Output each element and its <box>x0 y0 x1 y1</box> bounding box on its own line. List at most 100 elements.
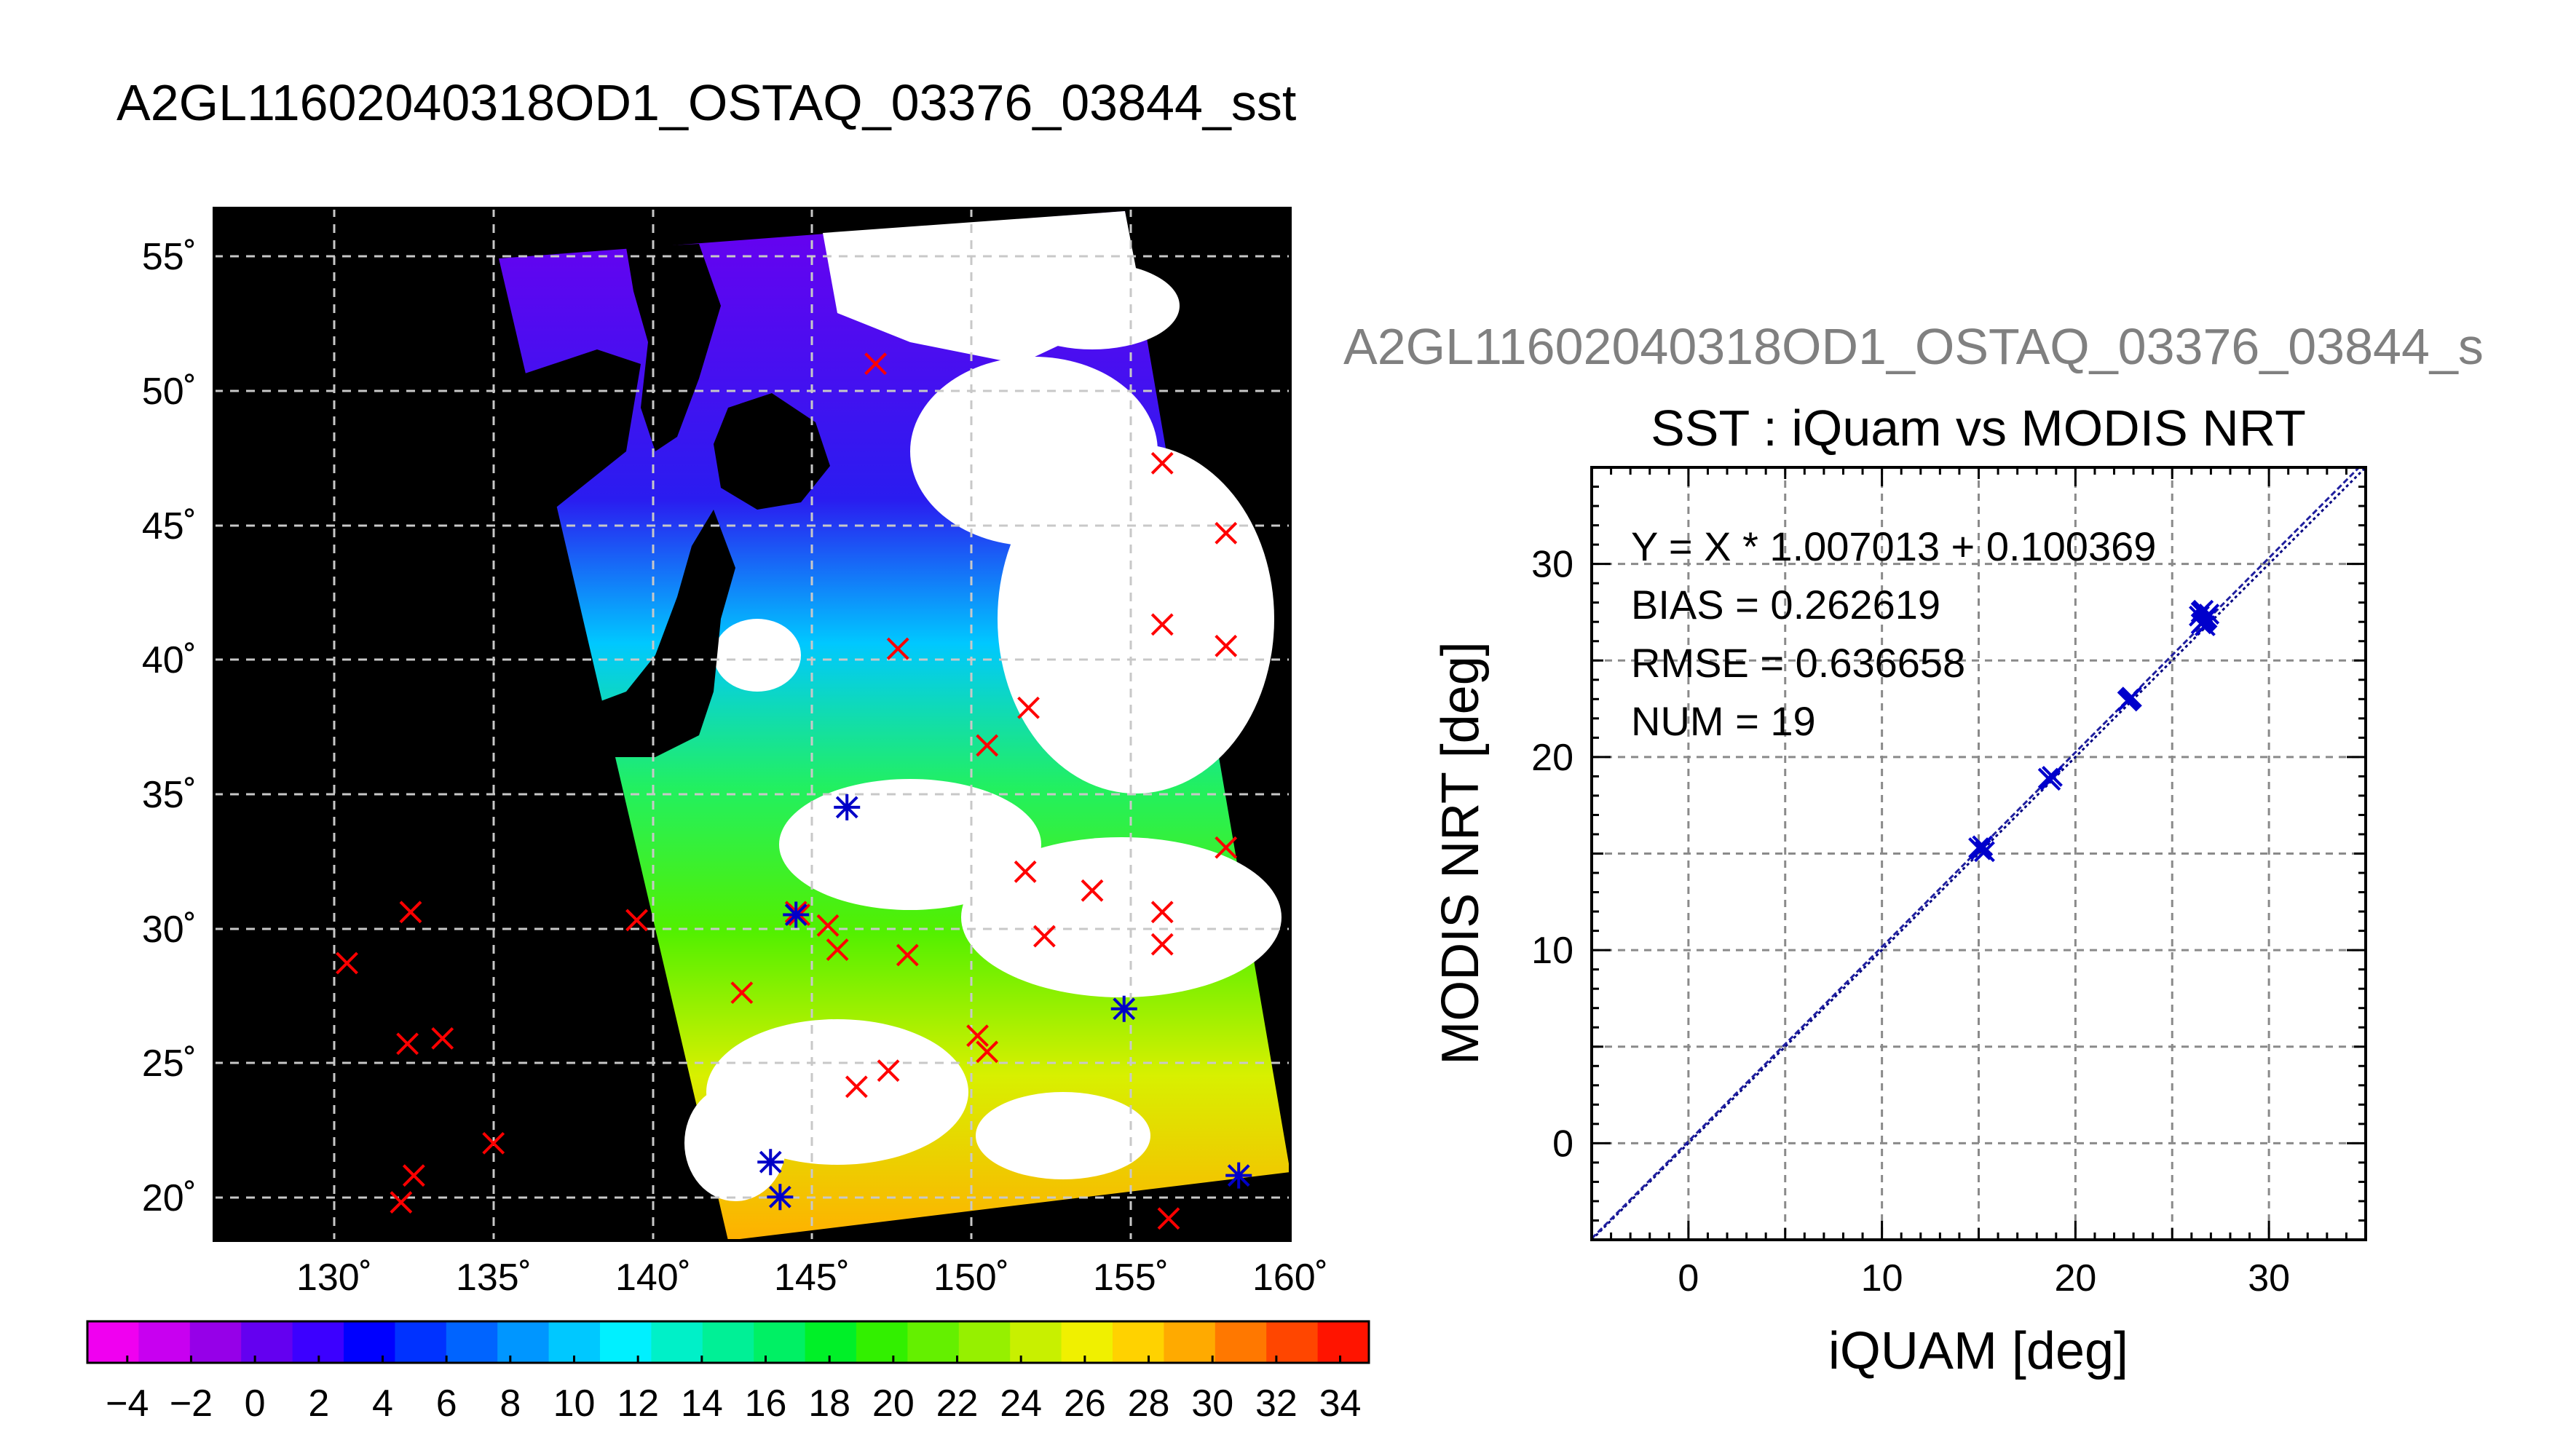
buoy-marker <box>1215 521 1238 545</box>
scatter-panel <box>1590 466 2367 1241</box>
colorbar-segment <box>754 1321 806 1363</box>
colorbar-segment <box>1266 1321 1319 1363</box>
map-title: A2GL11602040318OD1_OSTAQ_03376_03844_sst <box>117 74 1296 131</box>
scatter-point <box>1974 841 1995 863</box>
lon-tick-label: 145˚ <box>774 1257 850 1299</box>
buoy-marker <box>396 1032 419 1056</box>
rmse-value: RMSE = 0.636658 <box>1631 640 1965 686</box>
colorbar-segment <box>344 1321 396 1363</box>
colorbar-segment <box>600 1321 652 1363</box>
buoy-marker <box>1215 836 1238 859</box>
buoy-marker <box>1032 925 1056 948</box>
colorbar-tick-label: 32 <box>1255 1382 1298 1425</box>
buoy-marker <box>976 1040 999 1064</box>
buoy-marker <box>730 981 754 1005</box>
colorbar-segment <box>497 1321 550 1363</box>
colorbar-tick-label: 30 <box>1191 1382 1233 1425</box>
cloud-mask <box>684 211 1282 1201</box>
land-mass <box>393 244 830 772</box>
buoy-marker <box>1014 860 1037 883</box>
x-axis-ticks: 0 10 20 30 <box>1678 1257 2290 1299</box>
colorbar-tick-label: 2 <box>308 1382 329 1425</box>
buoy-markers <box>336 352 1252 1230</box>
scatter-point <box>2117 690 2139 712</box>
lon-tick-label: 150˚ <box>933 1257 1009 1299</box>
colorbar-tick-label: 6 <box>436 1382 457 1425</box>
lat-tick-label: 30˚ <box>142 909 197 951</box>
colorbar-tick-label: 24 <box>1000 1382 1042 1425</box>
matched-buoy-marker <box>1225 1162 1252 1189</box>
buoy-marker <box>845 1075 868 1099</box>
x-axis-label: iQUAM [deg] <box>1828 1322 2128 1380</box>
lon-axis: 130˚ 135˚ 140˚ 145˚ 150˚ 155˚ 160˚ <box>296 1257 1328 1299</box>
stats-box: Y = X * 1.007013 + 0.100369 BIAS = 0.262… <box>1631 523 2156 744</box>
colorbar-tick-label: 10 <box>553 1382 596 1425</box>
map-panel <box>213 207 1292 1242</box>
colorbar-segment <box>1061 1321 1113 1363</box>
colorbar-segment <box>395 1321 447 1363</box>
lat-tick-label: 40˚ <box>142 639 197 681</box>
colorbar-tick-label: 22 <box>936 1382 979 1425</box>
colorbar-segment <box>241 1321 293 1363</box>
buoy-marker <box>399 901 422 924</box>
colorbar-tick-label: 0 <box>245 1382 266 1425</box>
y-axis-label: MODIS NRT [deg] <box>1431 641 1490 1065</box>
buoy-marker <box>1215 634 1238 657</box>
lon-tick-label: 155˚ <box>1093 1257 1169 1299</box>
y-tick-label: 30 <box>1531 544 1573 586</box>
x-tick-label: 20 <box>2054 1257 2096 1299</box>
lat-tick-label: 45˚ <box>142 505 197 547</box>
buoy-marker <box>1150 613 1174 636</box>
buoy-marker <box>390 1191 413 1214</box>
y-tick-label: 20 <box>1531 737 1573 779</box>
colorbar-tick-label: −2 <box>170 1382 213 1425</box>
buoy-marker <box>886 637 909 660</box>
lon-tick-label: 130˚ <box>296 1257 372 1299</box>
buoy-marker <box>482 1131 505 1155</box>
colorbar-segment <box>907 1321 960 1363</box>
regression-line <box>1592 467 2361 1240</box>
colorbar-segment <box>446 1321 499 1363</box>
matched-buoy-marker <box>757 1149 784 1176</box>
colorbar-segment <box>805 1321 857 1363</box>
buoy-marker <box>826 938 849 961</box>
colorbar-segment <box>651 1321 703 1363</box>
buoy-marker <box>864 352 887 376</box>
lon-tick-label: 160˚ <box>1252 1257 1328 1299</box>
colorbar-frame <box>86 1320 1370 1364</box>
colorbar-segment <box>958 1321 1011 1363</box>
lat-tick-label: 35˚ <box>142 774 197 816</box>
scatter-file-label: A2GL11602040318OD1_OSTAQ_03376_03844_s <box>1343 318 2484 375</box>
colorbar-tick-label: 16 <box>745 1382 787 1425</box>
lat-tick-label: 50˚ <box>142 371 197 413</box>
colorbar-segment <box>702 1321 755 1363</box>
matched-buoy-marker <box>783 901 810 928</box>
lat-tick-label: 20˚ <box>142 1177 197 1219</box>
buoy-marker <box>336 951 358 975</box>
buoy-marker <box>1150 933 1174 956</box>
lon-tick-label: 140˚ <box>615 1257 691 1299</box>
y-tick-label: 0 <box>1552 1123 1573 1165</box>
num-value: NUM = 19 <box>1631 698 1816 744</box>
scatter-point <box>2039 769 2061 791</box>
buoy-marker <box>1081 879 1104 902</box>
lon-tick-label: 135˚ <box>456 1257 532 1299</box>
bias-value: BIAS = 0.262619 <box>1631 582 1940 628</box>
colorbar-segment <box>138 1321 191 1363</box>
buoy-marker <box>1157 1207 1180 1230</box>
one-to-one-line <box>1592 467 2366 1240</box>
colorbar-tick-label: 34 <box>1319 1382 1362 1425</box>
scatter-point <box>1972 835 1994 857</box>
colorbar-tick-label: 20 <box>872 1382 915 1425</box>
fit-equation: Y = X * 1.007013 + 0.100369 <box>1631 523 2156 569</box>
plot-frame <box>1590 466 2367 1241</box>
colorbar-tick-label: 12 <box>617 1382 659 1425</box>
colorbar <box>86 1320 1370 1364</box>
buoy-marker <box>431 1026 454 1050</box>
buoy-marker <box>966 1024 989 1048</box>
map-grid <box>214 208 1290 1241</box>
x-tick-label: 30 <box>2248 1257 2290 1299</box>
x-tick-label: 0 <box>1678 1257 1699 1299</box>
colorbar-segment <box>189 1321 242 1363</box>
